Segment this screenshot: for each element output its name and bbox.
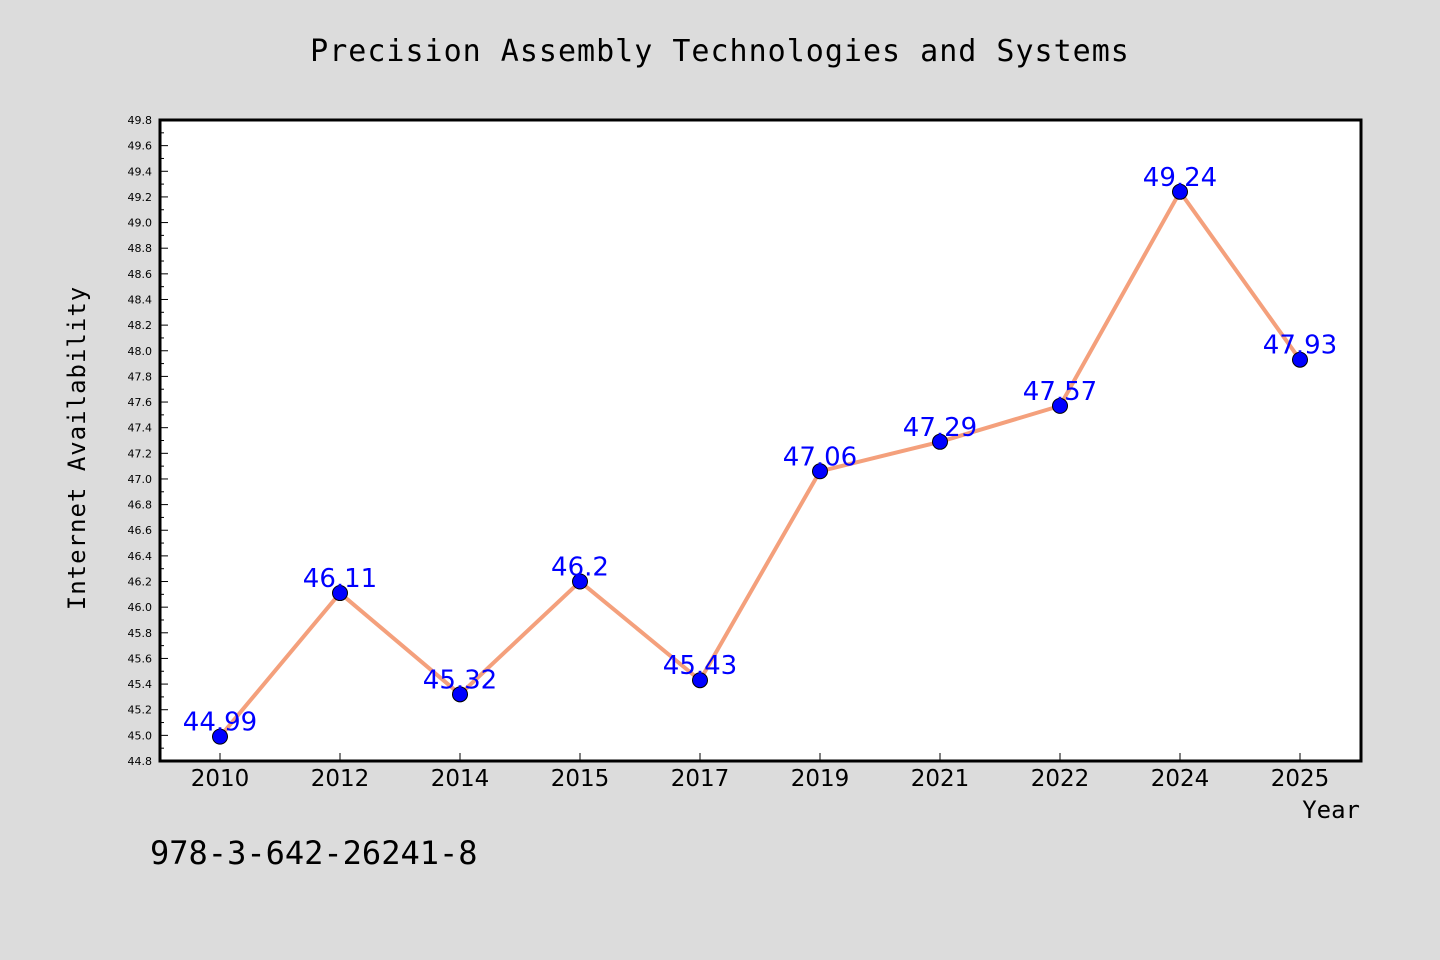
y-tick-label: 45.6 bbox=[128, 652, 153, 665]
data-label: 45.43 bbox=[663, 651, 737, 681]
x-tick-label: 2010 bbox=[191, 766, 250, 792]
data-point bbox=[1052, 397, 1068, 414]
y-tick-label: 47.6 bbox=[128, 396, 153, 409]
data-label: 46.11 bbox=[303, 564, 377, 594]
y-tick-label: 49.8 bbox=[128, 114, 153, 127]
y-tick-label: 49.6 bbox=[128, 140, 153, 153]
y-tick-label: 45.8 bbox=[128, 627, 153, 640]
y-tick-label: 48.8 bbox=[128, 242, 153, 255]
x-tick-label: 2012 bbox=[311, 766, 370, 792]
y-tick-label: 49.0 bbox=[128, 217, 153, 230]
y-tick-label: 45.2 bbox=[128, 704, 153, 717]
data-label: 47.06 bbox=[783, 442, 857, 472]
data-point bbox=[572, 573, 588, 590]
y-tick-label: 48.0 bbox=[128, 345, 153, 358]
y-tick-label: 49.4 bbox=[128, 165, 153, 178]
x-tick-label: 2019 bbox=[791, 766, 850, 792]
y-tick-label: 47.0 bbox=[128, 473, 153, 486]
x-tick-label: 2017 bbox=[671, 766, 730, 792]
x-tick-label: 2025 bbox=[1271, 766, 1330, 792]
data-point bbox=[1292, 351, 1308, 368]
data-point bbox=[452, 686, 468, 703]
plot-area bbox=[160, 120, 1361, 761]
x-axis-ticks: 2010 2012 2014 2015 2017 2019 2021 2022 2024 2025 bbox=[191, 753, 1330, 792]
series-line bbox=[218, 189, 1302, 738]
isbn-text: 978-3-642-26241-8 bbox=[150, 834, 478, 872]
y-tick-label: 45.4 bbox=[128, 678, 153, 691]
y-tick-label: 46.6 bbox=[128, 524, 153, 537]
x-tick-label: 2022 bbox=[1031, 766, 1090, 792]
data-point bbox=[1172, 183, 1188, 200]
y-tick-label: 46.4 bbox=[128, 550, 153, 563]
data-point bbox=[212, 728, 228, 745]
y-tick-label: 47.8 bbox=[128, 370, 153, 383]
x-axis-label: Year bbox=[1302, 796, 1360, 824]
x-tick-label: 2024 bbox=[1151, 766, 1210, 792]
y-tick-label: 48.2 bbox=[128, 319, 153, 332]
y-tick-label: 45.0 bbox=[128, 729, 153, 742]
data-point bbox=[932, 433, 948, 450]
y-tick-label: 48.6 bbox=[128, 268, 153, 281]
data-points bbox=[212, 183, 1308, 745]
y-tick-label: 48.4 bbox=[128, 293, 153, 306]
data-labels: 44.99 46.11 45.32 46.2 45.43 47.06 47.29 47.57 4… bbox=[183, 163, 1337, 738]
data-label: 45.32 bbox=[423, 665, 497, 695]
data-point bbox=[332, 585, 348, 602]
data-label: 47.57 bbox=[1023, 377, 1097, 407]
y-tick-label: 47.4 bbox=[128, 422, 153, 435]
data-label: 44.99 bbox=[183, 708, 257, 738]
y-tick-label: 44.8 bbox=[128, 755, 153, 768]
y-tick-label: 46.0 bbox=[128, 601, 153, 614]
chart-title: Precision Assembly Technologies and Syst… bbox=[310, 34, 1130, 69]
data-point bbox=[812, 463, 828, 480]
x-tick-label: 2021 bbox=[911, 766, 970, 792]
x-tick-label: 2014 bbox=[431, 766, 490, 792]
plot-frame bbox=[158, 118, 1363, 763]
y-tick-label: 46.8 bbox=[128, 499, 153, 512]
y-tick-label: 46.2 bbox=[128, 576, 153, 589]
data-label: 47.29 bbox=[903, 413, 977, 443]
data-label: 47.93 bbox=[1263, 331, 1337, 361]
y-tick-label: 49.2 bbox=[128, 191, 153, 204]
x-tick-label: 2015 bbox=[551, 766, 610, 792]
y-tick-label: 47.2 bbox=[128, 447, 153, 460]
data-label: 46.2 bbox=[551, 553, 609, 583]
data-point bbox=[692, 672, 708, 689]
data-label: 49.24 bbox=[1143, 163, 1217, 193]
y-axis-ticks: 44.8 45.0 45.2 45.4 45.6 45.8 46.0 46.2 46.4 46.6… bbox=[128, 114, 168, 768]
